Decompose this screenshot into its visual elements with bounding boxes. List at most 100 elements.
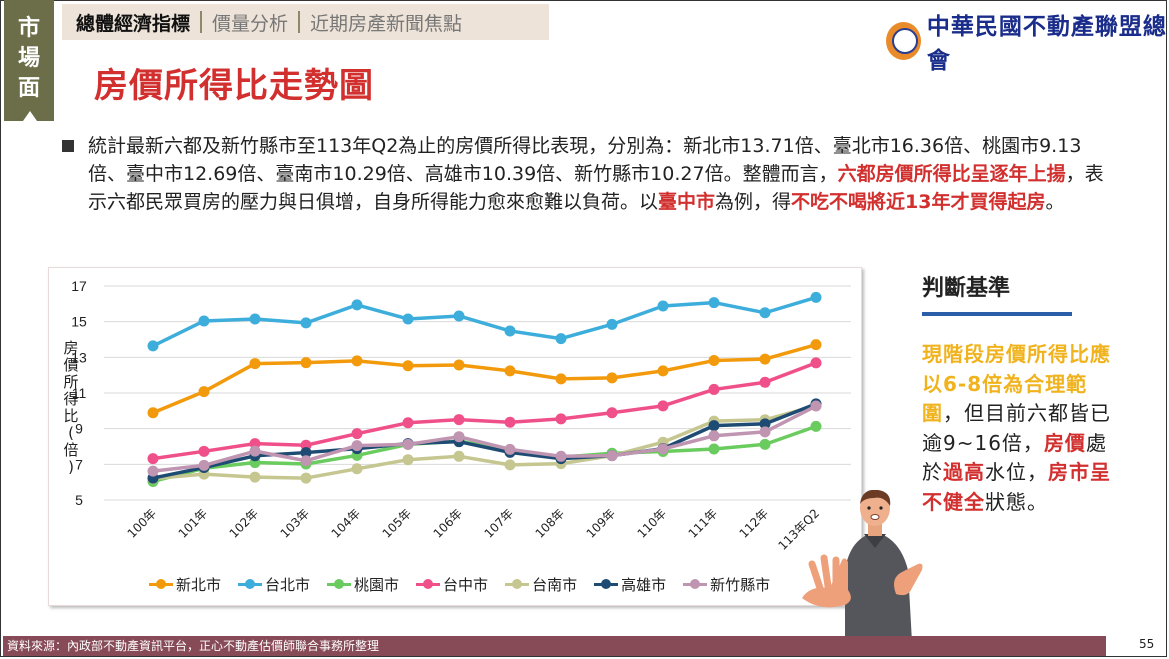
criteria-segment: 過高 (943, 460, 985, 484)
intro-highlight: 臺中市 (658, 191, 716, 213)
legend-item[interactable]: 台中市 (416, 574, 488, 595)
data-point (555, 333, 567, 345)
data-point (402, 454, 414, 466)
criteria-segment: 房價 (1043, 430, 1086, 455)
data-point (249, 445, 261, 457)
data-point (198, 445, 210, 457)
y-tick-label: 13 (71, 349, 87, 365)
legend-label: 桃園市 (354, 576, 400, 594)
data-point (351, 440, 363, 452)
legend-marker-icon (683, 579, 708, 589)
criteria-segment: 現階段房價所得比應以6-8倍為合理範圍 (922, 342, 1111, 425)
section-tab-char: 市 (17, 16, 40, 41)
criteria-segment: 水位， (985, 460, 1048, 484)
x-tick-label: 111年 (686, 506, 721, 541)
data-point (810, 291, 822, 303)
chart-legend: 新北市 台北市 桃園市 台中市 台南市 高雄市 新竹縣市 (149, 574, 770, 595)
intro-highlight: 不吃不喝將近13年才買得起房 (791, 191, 1046, 213)
y-tick-label: 7 (75, 456, 83, 472)
data-point (606, 450, 618, 462)
data-point (504, 443, 516, 455)
x-tick-label: 106年 (431, 506, 466, 541)
data-point (402, 313, 414, 325)
data-point (300, 447, 312, 459)
section-tab[interactable]: 市 場 面 (4, 0, 54, 121)
data-point (300, 455, 312, 467)
criteria-panel: 判斷基準 現階段房價所得比應以6-8倍為合理範圍，但目前六都皆已逾9~16倍，房… (922, 270, 1122, 517)
intro-paragraph: 統計最新六都及新竹縣市至113年Q2為止的房價所得比表現，分別為：新北市13.7… (62, 132, 1112, 216)
legend-item[interactable]: 台北市 (238, 574, 310, 595)
x-tick-label: 110年 (635, 506, 670, 541)
data-point (249, 313, 261, 325)
data-point (708, 383, 720, 395)
data-point (402, 360, 414, 372)
x-tick-label: 100年 (125, 506, 160, 541)
series-line-3 (152, 361, 817, 461)
data-point (555, 373, 567, 385)
x-tick-label: 102年 (227, 506, 262, 541)
nav-item-price-volume[interactable]: 價量分析 (212, 12, 289, 35)
y-tick-label: 17 (71, 278, 87, 294)
x-tick-label: 104年 (329, 506, 364, 541)
nav-divider (298, 11, 301, 33)
y-tick-label: 9 (75, 421, 83, 437)
data-point (708, 430, 720, 442)
nav-item-news[interactable]: 近期房產新聞焦點 (310, 12, 463, 35)
x-tick-label: 101年 (176, 506, 211, 541)
x-tick-label: 107年 (482, 506, 517, 541)
x-tick-label: 105年 (380, 506, 415, 541)
data-point (555, 413, 567, 425)
legend-item[interactable]: 新竹縣市 (683, 574, 770, 595)
data-point (657, 443, 669, 455)
data-point (504, 365, 516, 377)
series-line-0 (152, 342, 817, 415)
data-point (708, 443, 720, 455)
y-tick-label: 5 (75, 492, 83, 508)
data-point (402, 417, 414, 429)
nav-item-macro-indicators[interactable]: 總體經濟指標 (76, 12, 191, 35)
organization-name: 中華民國不動產聯盟總會 (926, 13, 1167, 74)
data-point (300, 357, 312, 369)
series-line-6 (152, 404, 817, 473)
data-point (504, 459, 516, 471)
triangle-up-icon (23, 111, 37, 121)
data-point (759, 307, 771, 319)
legend-item[interactable]: 台南市 (505, 574, 577, 595)
bullet-square-icon (62, 140, 74, 152)
data-point (453, 431, 465, 443)
data-point (147, 407, 159, 419)
data-point (606, 372, 618, 384)
legend-item[interactable]: 桃園市 (327, 574, 399, 595)
legend-item[interactable]: 高雄市 (594, 574, 666, 595)
data-point (300, 317, 312, 329)
data-point (504, 416, 516, 428)
data-point (198, 315, 210, 327)
organization-logo: 中華民國不動產聯盟總會 (886, 7, 1169, 75)
legend-label: 台南市 (532, 576, 578, 594)
data-point (453, 414, 465, 426)
page-number: 55 (1139, 637, 1155, 651)
page-title: 房價所得比走勢圖 (94, 66, 374, 106)
y-tick-label: 11 (72, 385, 87, 401)
data-point (657, 365, 669, 377)
criteria-segment: 房市呈不健全 (922, 460, 1111, 514)
legend-marker-icon (505, 579, 530, 589)
legend-label: 新北市 (176, 576, 222, 594)
section-tab-char: 場 (17, 46, 40, 71)
data-point (708, 420, 720, 432)
data-point (759, 376, 771, 388)
intro-segment: 統計最新六都及新竹縣市至113年Q2為止的房價所得比表現，分別為：新北市13.7… (88, 135, 1082, 185)
data-point (759, 426, 771, 438)
data-point (249, 471, 261, 483)
data-point (249, 358, 261, 370)
series-line-4 (152, 403, 817, 481)
source-footer: 資料來源：內政部不動產資訊平台，正心不動產估價師聯合事務所整理 (3, 636, 1106, 656)
intro-segment: ，表示六都民眾買房的壓力與日俱增，自身所得能力愈來愈難以負荷。以 (88, 163, 1104, 213)
data-point (453, 450, 465, 462)
legend-item[interactable]: 新北市 (149, 574, 221, 595)
nav-divider (200, 11, 203, 33)
top-navigation: 總體經濟指標 價量分析 近期房產新聞焦點 (62, 4, 549, 40)
data-point (606, 318, 618, 330)
x-tick-label: 109年 (584, 506, 619, 541)
section-tab-char: 面 (17, 76, 40, 101)
